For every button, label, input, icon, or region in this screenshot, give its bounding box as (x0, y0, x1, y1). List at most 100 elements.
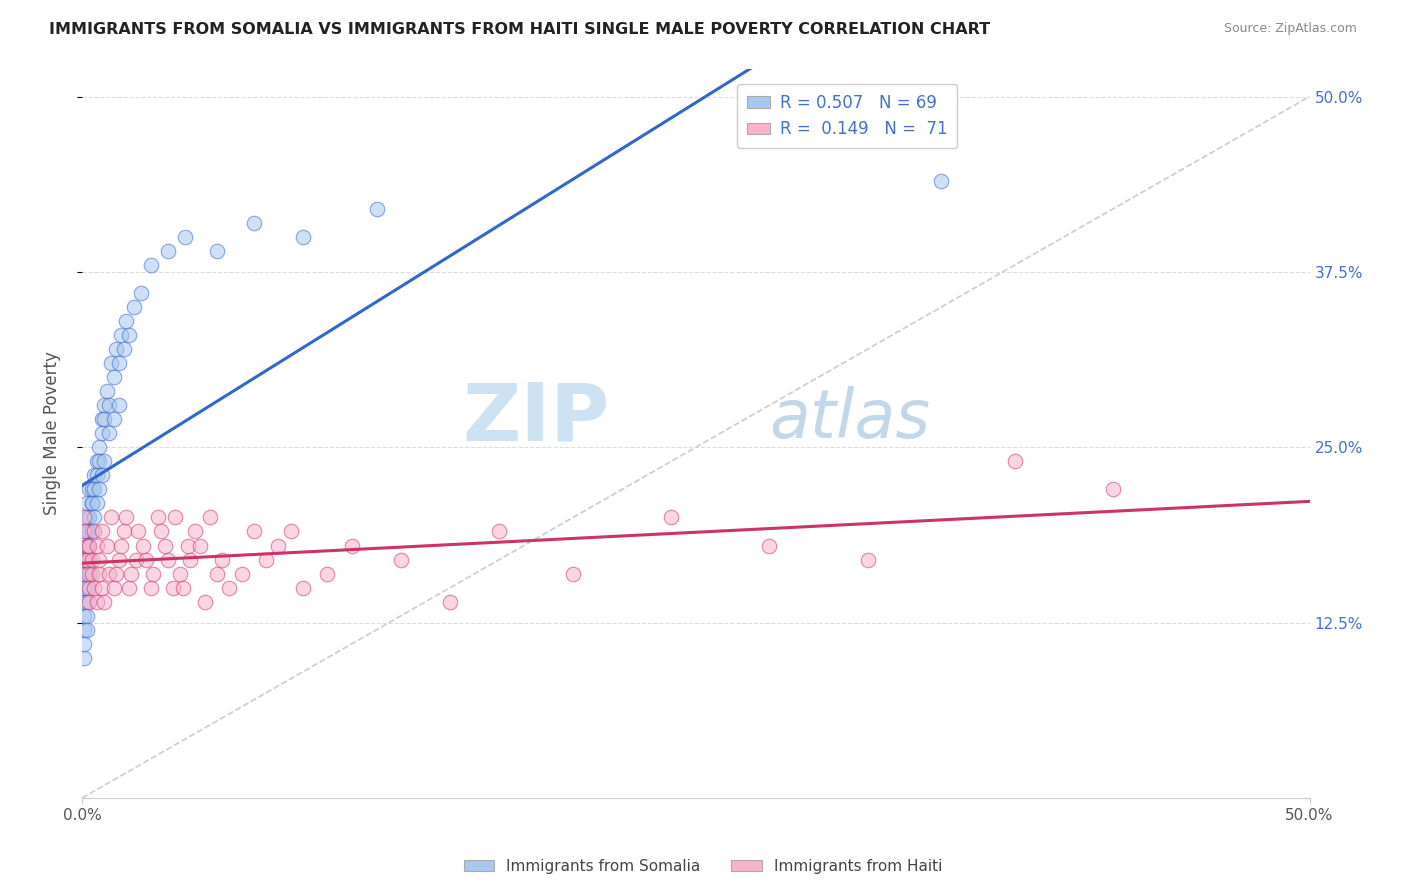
Point (340, 539, 363, 553)
Point (90, 412, 112, 426)
Point (156, 552, 179, 566)
Point (79, 539, 101, 553)
Point (93, 412, 115, 426)
Point (83, 524, 105, 539)
Point (132, 539, 155, 553)
Point (97, 566, 120, 581)
Point (172, 581, 194, 595)
Point (96, 539, 118, 553)
Point (76, 539, 98, 553)
Point (76, 510, 98, 524)
Text: IMMIGRANTS FROM SOMALIA VS IMMIGRANTS FROM HAITI SINGLE MALE POVERTY CORRELATION: IMMIGRANTS FROM SOMALIA VS IMMIGRANTS FR… (49, 22, 990, 37)
Point (243, 524, 266, 539)
Point (73, 608, 96, 623)
Point (76, 539, 98, 553)
Point (73, 650, 96, 665)
Point (73, 581, 96, 595)
Point (103, 581, 125, 595)
Point (107, 398, 129, 412)
Point (115, 314, 138, 328)
Point (76, 608, 98, 623)
Point (76, 524, 98, 539)
Point (86, 454, 108, 468)
Point (110, 539, 132, 553)
Point (93, 398, 115, 412)
Point (73, 552, 96, 566)
Point (188, 539, 211, 553)
Point (76, 594, 98, 608)
Point (162, 581, 184, 595)
Point (105, 566, 128, 581)
Point (73, 623, 96, 637)
Point (100, 356, 122, 370)
Point (89, 552, 111, 566)
Point (93, 594, 115, 608)
Point (76, 552, 98, 566)
Point (198, 510, 221, 524)
Point (83, 483, 105, 497)
Point (96, 384, 118, 399)
Point (100, 510, 122, 524)
Point (129, 285, 152, 300)
Point (107, 552, 129, 566)
Point (211, 552, 233, 566)
Point (929, 174, 952, 188)
Point (86, 468, 108, 483)
Point (93, 454, 115, 468)
Point (1102, 483, 1125, 497)
Point (97, 426, 120, 441)
Point (280, 524, 302, 539)
Point (856, 552, 879, 566)
Point (79, 539, 101, 553)
Point (127, 524, 149, 539)
Point (79, 524, 101, 539)
Point (139, 581, 162, 595)
Point (89, 454, 111, 468)
Point (439, 594, 461, 608)
Point (112, 342, 135, 356)
Point (83, 581, 105, 595)
Point (86, 594, 108, 608)
Point (80, 483, 103, 497)
Point (105, 342, 128, 356)
Point (125, 552, 148, 566)
Point (83, 510, 105, 524)
Point (79, 566, 101, 581)
Point (291, 230, 314, 244)
Point (83, 468, 105, 483)
Point (89, 566, 111, 581)
Point (90, 581, 112, 595)
Point (80, 496, 103, 510)
Point (758, 539, 780, 553)
Point (97, 398, 120, 412)
Point (1004, 454, 1026, 468)
Point (76, 552, 98, 566)
Point (316, 566, 339, 581)
Text: atlas: atlas (769, 385, 931, 451)
Point (254, 552, 277, 566)
Legend: R = 0.507   N = 69, R =  0.149   N =  71: R = 0.507 N = 69, R = 0.149 N = 71 (737, 84, 957, 148)
Point (73, 524, 96, 539)
Point (205, 244, 228, 258)
Point (80, 524, 103, 539)
Point (79, 566, 101, 581)
Point (76, 496, 98, 510)
Point (155, 539, 177, 553)
Point (135, 552, 157, 566)
Point (90, 468, 112, 483)
Point (86, 496, 108, 510)
Point (366, 202, 388, 216)
Point (110, 328, 132, 343)
Point (174, 230, 197, 244)
Y-axis label: Single Male Poverty: Single Male Poverty (44, 351, 60, 516)
Point (103, 412, 125, 426)
Point (389, 552, 412, 566)
Point (73, 552, 96, 566)
Point (117, 328, 139, 343)
Text: ZIP: ZIP (463, 380, 610, 458)
Point (488, 524, 510, 539)
Point (73, 510, 96, 524)
Point (120, 566, 142, 581)
Point (79, 594, 101, 608)
Point (112, 524, 135, 539)
